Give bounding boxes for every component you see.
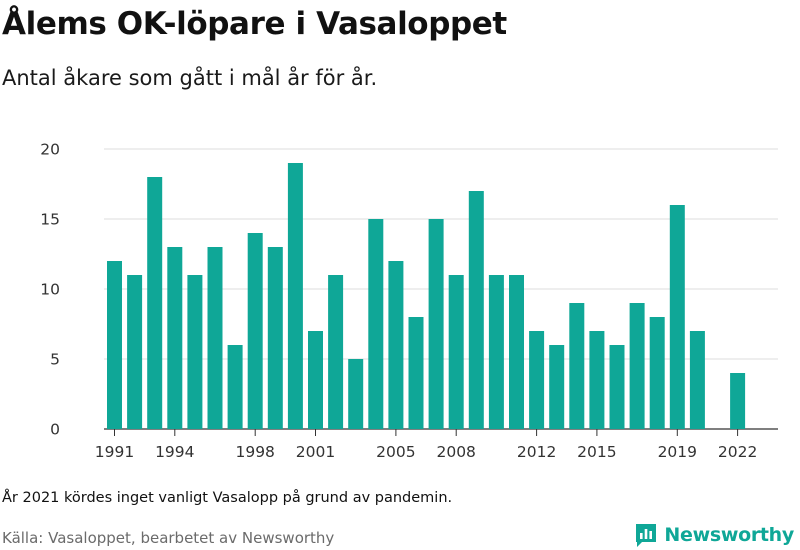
y-tick-label: 10 (40, 281, 60, 299)
brand-name: Newsworthy (664, 524, 794, 546)
x-tick-label: 2022 (718, 443, 757, 461)
x-tick-label: 2005 (376, 443, 415, 461)
bar-2005 (388, 261, 404, 429)
bar-1993 (147, 177, 163, 429)
bar-1991 (107, 261, 122, 429)
bar-1996 (207, 247, 223, 429)
chart-title: Ålems OK-löpare i Vasaloppet (2, 6, 507, 42)
bar-2010 (488, 275, 504, 429)
x-axis-ticks: 1991 1994 1998 2001 2005 2008 2012 2015 2019 2022 (95, 429, 757, 461)
x-tick-label: 2008 (436, 443, 475, 461)
bar-chart-logo-icon (636, 524, 657, 547)
bar-2015 (589, 331, 605, 429)
x-tick-label: 2019 (658, 443, 697, 461)
bar-2004 (368, 219, 384, 429)
brand-logo[interactable]: Newsworthy (634, 520, 794, 550)
bar-2009 (468, 191, 484, 429)
y-tick-label: 20 (40, 141, 60, 159)
chart-subtitle: Antal åkare som gått i mål år för år. (2, 66, 378, 90)
bar-1995 (187, 275, 203, 429)
y-axis-ticks: 0 5 10 15 20 (40, 141, 60, 439)
bar-2020 (689, 331, 705, 429)
bars (107, 163, 746, 429)
x-tick-label: 2015 (577, 443, 616, 461)
bar-2001 (308, 331, 323, 429)
x-tick-label: 1998 (235, 443, 274, 461)
bar-2006 (408, 317, 424, 429)
bar-2012 (529, 331, 545, 429)
footnote: År 2021 kördes inget vanligt Vasalopp på… (2, 490, 453, 506)
bar-1992 (127, 275, 143, 429)
y-tick-label: 5 (50, 351, 60, 369)
x-tick-label: 2001 (296, 443, 335, 461)
bar-1997 (227, 345, 243, 429)
bar-2019 (669, 205, 685, 429)
bar-2003 (348, 359, 364, 429)
bar-2011 (509, 275, 524, 429)
bar-2017 (629, 303, 645, 429)
y-tick-label: 0 (50, 421, 60, 439)
bar-2008 (448, 275, 464, 429)
x-tick-label: 1994 (155, 443, 194, 461)
bar-2018 (649, 317, 665, 429)
bar-2002 (328, 275, 344, 429)
bar-1998 (247, 233, 263, 429)
bar-2022 (730, 373, 746, 429)
bar-1994 (167, 247, 183, 429)
bar-2013 (549, 345, 565, 429)
bar-1999 (267, 247, 283, 429)
bar-2007 (428, 219, 444, 429)
bar-chart: 0 5 10 15 20 1991 1994 1998 2001 2005 2008 2012 201… (40, 141, 778, 461)
bar-2000 (287, 163, 303, 429)
x-tick-label: 2012 (517, 443, 556, 461)
x-tick-label: 1991 (95, 443, 134, 461)
bar-2016 (609, 345, 625, 429)
source-credit: Källa: Vasaloppet, bearbetet av Newswort… (2, 529, 335, 547)
bar-2014 (569, 303, 585, 429)
y-tick-label: 15 (40, 211, 60, 229)
